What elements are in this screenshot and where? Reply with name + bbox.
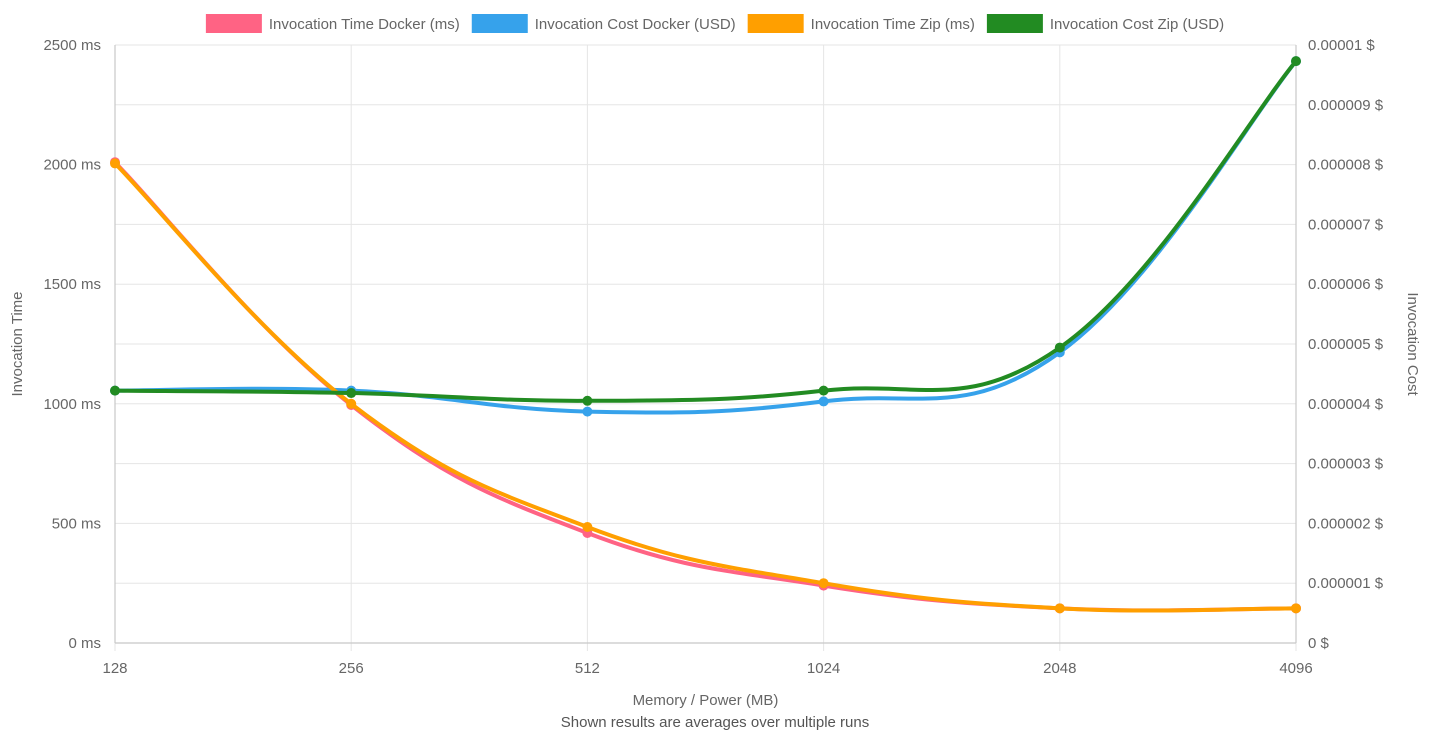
y-right-tick-label: 0.000004 $ xyxy=(1308,396,1384,413)
data-point-invocation-cost-zip-usd[interactable] xyxy=(346,388,357,399)
y-left-tick-label: 1000 ms xyxy=(43,396,101,413)
y-left-tick-label: 0 ms xyxy=(68,635,101,652)
y-left-tick-label: 1500 ms xyxy=(43,276,101,293)
y-right-tick-label: 0.000003 $ xyxy=(1308,456,1384,473)
legend-swatch xyxy=(747,14,804,33)
y-left-tick-label: 500 ms xyxy=(52,515,101,532)
series-line-invocation-time-docker-ms xyxy=(113,160,1298,613)
x-tick-label: 4096 xyxy=(1279,660,1312,677)
legend-swatch xyxy=(205,14,262,33)
data-point-invocation-time-zip-ms[interactable] xyxy=(1054,603,1065,614)
data-point-invocation-cost-zip-usd[interactable] xyxy=(818,385,829,396)
x-tick-label: 128 xyxy=(102,660,127,677)
legend-item[interactable]: Invocation Cost Docker (USD) xyxy=(471,14,736,33)
data-point-invocation-time-zip-ms[interactable] xyxy=(346,398,357,409)
data-point-invocation-time-zip-ms[interactable] xyxy=(818,578,829,589)
x-tick-label: 256 xyxy=(339,660,364,677)
legend-swatch xyxy=(471,14,528,33)
data-point-invocation-time-zip-ms[interactable] xyxy=(582,521,593,532)
x-tick-label: 512 xyxy=(575,660,600,677)
y-right-tick-label: 0.000002 $ xyxy=(1308,515,1384,532)
data-point-invocation-time-zip-ms[interactable] xyxy=(1291,603,1301,614)
data-point-invocation-cost-docker-usd[interactable] xyxy=(582,406,593,417)
data-point-invocation-time-zip-ms[interactable] xyxy=(110,158,120,169)
y-axis-right-title: Invocation Cost xyxy=(1404,292,1421,396)
y-right-tick-label: 0.000005 $ xyxy=(1308,336,1384,353)
grid-lines xyxy=(114,44,1297,651)
y-right-tick-label: 0.000001 $ xyxy=(1308,575,1384,592)
y-left-tick-label: 2500 ms xyxy=(43,37,101,54)
series-line-invocation-cost-zip-usd xyxy=(113,59,1298,403)
y-right-tick-label: 0.000008 $ xyxy=(1308,157,1384,174)
x-tick-label: 1024 xyxy=(807,660,840,677)
legend: Invocation Time Docker (ms) Invocation Co… xyxy=(205,14,1224,33)
legend-label: Invocation Time Docker (ms) xyxy=(269,16,460,33)
y-right-tick-label: 0 $ xyxy=(1308,635,1330,652)
x-axis-title: Memory / Power (MB) xyxy=(633,692,779,709)
data-point-invocation-cost-docker-usd[interactable] xyxy=(818,396,829,407)
y-right-tick-label: 0.00001 $ xyxy=(1308,37,1375,54)
legend-label: Invocation Cost Zip (USD) xyxy=(1050,16,1224,33)
data-point-invocation-cost-zip-usd[interactable] xyxy=(110,385,120,396)
data-point-invocation-cost-zip-usd[interactable] xyxy=(1291,56,1301,67)
line-chart: 0 $ 0.000001 $ 0.000002 $ 0.000003 $ 0.00000… xyxy=(9,14,1421,709)
series-line-invocation-cost-docker-usd xyxy=(113,59,1298,415)
y-right-tick-label: 0.000007 $ xyxy=(1308,216,1384,233)
legend-label: Invocation Time Zip (ms) xyxy=(811,16,975,33)
axes: 0 $ 0.000001 $ 0.000002 $ 0.000003 $ 0.00000… xyxy=(43,37,1383,677)
data-point-invocation-cost-zip-usd[interactable] xyxy=(1054,342,1065,353)
chart-footnote: Shown results are averages over multiple… xyxy=(560,714,870,731)
legend-item[interactable]: Invocation Time Zip (ms) xyxy=(747,14,975,33)
y-axis-left-title: Invocation Time xyxy=(9,291,26,396)
y-left-tick-label: 2000 ms xyxy=(43,157,101,174)
legend-swatch xyxy=(986,14,1043,33)
y-right-tick-label: 0.000009 $ xyxy=(1308,97,1384,114)
legend-item[interactable]: Invocation Time Docker (ms) xyxy=(205,14,460,33)
legend-label: Invocation Cost Docker (USD) xyxy=(535,16,736,33)
y-right-tick-label: 0.000006 $ xyxy=(1308,276,1384,293)
x-tick-label: 2048 xyxy=(1043,660,1076,677)
series-lines xyxy=(110,56,1301,614)
data-point-invocation-cost-zip-usd[interactable] xyxy=(582,395,593,406)
legend-item[interactable]: Invocation Cost Zip (USD) xyxy=(986,14,1224,33)
series-line-invocation-time-zip-ms xyxy=(113,161,1298,613)
